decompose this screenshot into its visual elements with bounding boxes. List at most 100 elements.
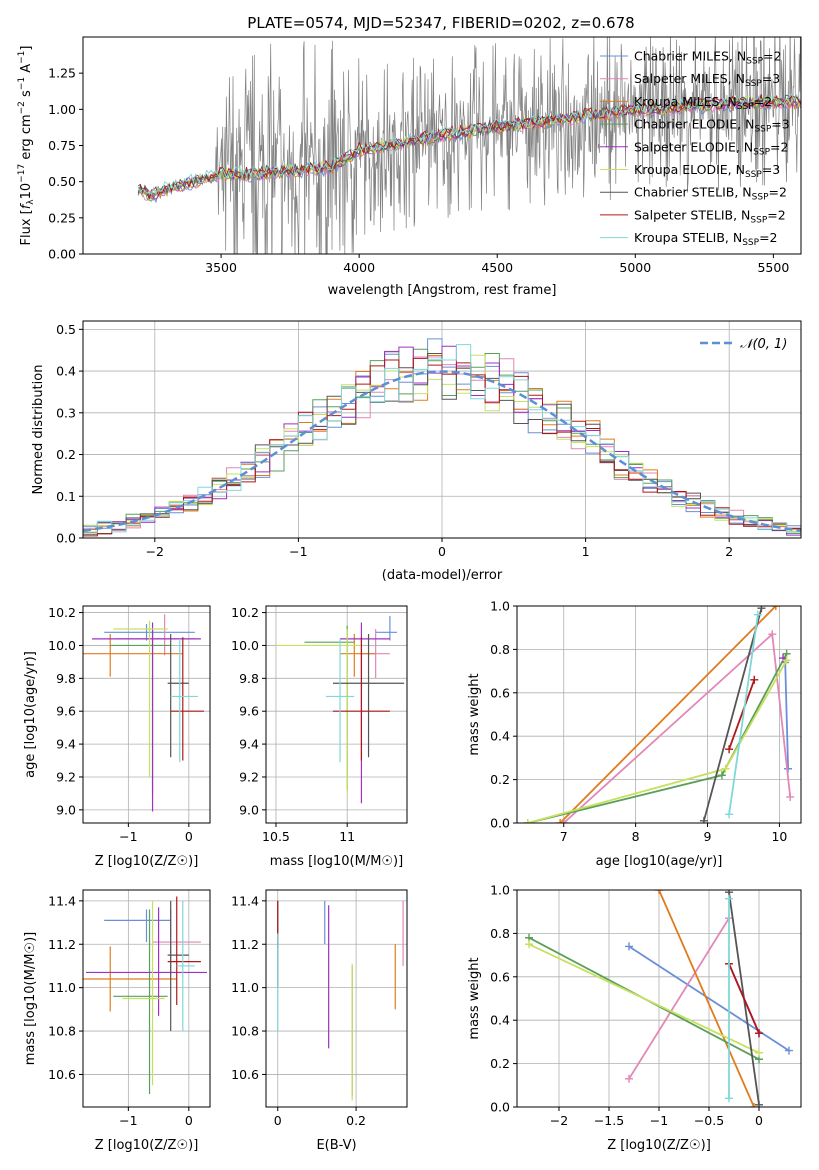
y-tick-label: 10.8 [231,1024,259,1039]
weight-marker [750,1103,758,1107]
x-tick-label: 4000 [343,260,375,275]
y-tick-label: 10.8 [48,1024,76,1039]
x-tick-label: 8 [632,829,640,844]
weight-marker [785,1046,793,1055]
y-tick-label: 9.8 [56,671,76,686]
y-tick-label: 10.2 [48,605,76,620]
weight-marker [782,656,791,665]
x-axis-label: Z [log10(Z/Z☉)] [95,854,199,869]
axes-frame [82,605,211,824]
weight-marker [625,1074,633,1083]
plot-area-mass-vs-z [83,896,207,1094]
y-tick-label: 9.2 [239,769,259,784]
y-tick-label: 10.0 [231,638,259,653]
x-tick-label: 9 [704,829,712,844]
chart-mass-weight-vs-age: 7 8 9 10 0.0 0.2 0.4 0.6 0.8 1.0 age [log10(age/yr… [467,599,802,869]
weight-line-kroupa-miles [658,890,755,1107]
y-tick-label: 11.2 [48,937,76,952]
y-tick-label: 0.75 [48,138,76,153]
weight-marker [725,810,734,819]
y-tick-label: 0.5 [56,322,76,337]
y-tick-label: 0.0 [490,816,510,831]
weight-marker [786,792,795,801]
y-tick-label: 9.0 [56,802,76,817]
weight-marker [625,942,633,951]
plots-layer: 3500 4000 4500 5000 55000.000.250.500.751.00… [17,36,802,1153]
model-line-salpeter-stelib [137,93,801,200]
y-tick-label: 10.6 [231,1067,259,1082]
y-tick-label: 0.2 [490,772,510,787]
weight-marker [755,1048,763,1057]
y-axis-label: age [log10(age/yr)] [23,651,38,778]
x-tick-label: 10.5 [262,829,290,844]
x-tick-label: 10 [771,829,787,844]
y-tick-label: 9.0 [239,802,259,817]
y-tick-label: 11.0 [231,980,259,995]
weight-marker [717,771,726,780]
weight-marker [755,1100,763,1107]
chart-mass-weight-vs-z: −2 −1.5 −1 −0.5 0 0.0 0.2 0.4 0.6 0.8 1.0 Z [log10(… [467,883,802,1153]
legend-entry: Salpeter MILES, NSSP=3 [634,71,780,89]
y-tick-label: 0.50 [48,174,76,189]
legend-entry: Salpeter ELODIE, NSSP=2 [634,139,788,157]
y-tick-label: 11.4 [231,893,259,908]
plot-area-mass-weight-vs-z [525,890,793,1107]
x-tick-label: −1 [119,829,137,844]
weight-marker [725,745,734,754]
y-tick-label: 9.6 [56,704,76,719]
y-tick-label: 1.0 [490,599,510,614]
histogram-salpeter-stelib [83,357,801,537]
y-axis-label: Flux [fλ10−17 erg cm−2 s−1 A−1] [17,46,36,246]
weight-marker [556,819,565,823]
x-tick-label: 11 [339,829,355,844]
axes-frame [265,605,408,824]
y-tick-label: 9.6 [239,704,259,719]
y-tick-label: 1.0 [490,883,510,898]
plot-area-residuals [83,338,801,537]
y-tick-label: 0.0 [56,531,76,546]
weight-marker [725,894,733,903]
plot-area-age-vs-z [83,614,204,812]
x-tick-label: 4500 [481,260,513,275]
legend-entry: Kroupa STELIB, NSSP=2 [634,230,778,248]
x-tick-label: 0.2 [346,1113,366,1128]
x-tick-label: 1 [582,544,590,559]
weight-line-kroupa-miles [559,606,777,823]
x-tick-label: −0.5 [694,1113,724,1128]
legend-entry: Chabrier MILES, NSSP=2 [634,49,782,67]
y-tick-label: 0.2 [490,1056,510,1071]
x-axis-label: wavelength [Angstrom, rest frame] [328,283,557,298]
plot-area-spectrum [137,37,801,254]
x-tick-label: 7 [560,829,568,844]
x-tick-label: 0 [755,1113,763,1128]
x-tick-label: 5000 [619,260,651,275]
y-axis-label: mass [log10(M/M☉)] [23,932,38,1065]
x-tick-label: −1 [119,1113,137,1128]
y-tick-label: 1.00 [48,102,76,117]
weight-line-salpeter-stelib [728,963,760,1034]
axes-frame [265,889,408,1108]
histogram-kroupa-stelib [83,344,801,533]
legend-entry: Kroupa ELODIE, NSSP=3 [634,162,780,180]
x-tick-label: −1 [289,544,307,559]
x-tick-label: 0 [274,1113,282,1128]
y-tick-label: 10.0 [48,638,76,653]
legend-entry: Chabrier STELIB, NSSP=2 [634,185,787,203]
chart-residuals: −2 −1 0 1 2 0.0 0.1 0.2 0.3 0.4 0.5 (data-model)/er… [31,320,802,583]
legend-entry: Salpeter STELIB, NSSP=2 [634,207,786,225]
observed-spectrum [138,37,801,254]
y-tick-label: 9.4 [239,737,259,752]
y-tick-label: 0.0 [490,1100,510,1115]
weight-line-salpeter-miles [563,632,792,823]
y-tick-label: 11.4 [48,893,76,908]
y-tick-label: 0.4 [56,364,76,379]
x-axis-label: (data-model)/error [382,568,503,583]
y-axis-label: mass weight [467,957,482,1039]
page-title: PLATE=0574, MJD=52347, FIBERID=0202, z=0… [247,14,634,32]
y-tick-label: 9.2 [56,769,76,784]
chart-age-vs-z: −1 0 9.0 9.2 9.4 9.6 9.8 10.0 10.2 Z [log10(Z/Z☉)… [23,605,211,869]
weight-marker [750,675,759,684]
weight-marker [768,630,777,639]
y-axis-label: mass weight [467,673,482,755]
